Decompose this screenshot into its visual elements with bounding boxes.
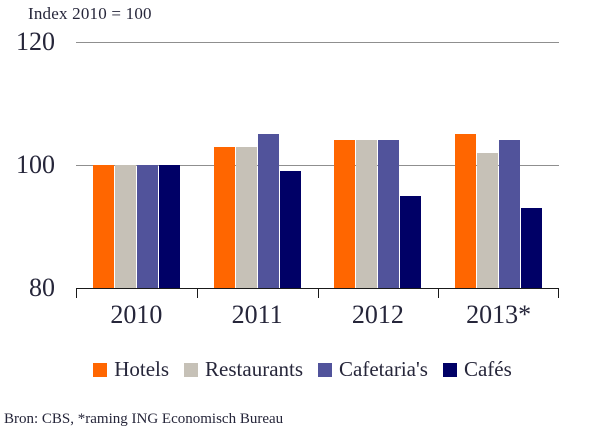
x-tick-label-2013*: 2013*: [466, 300, 532, 329]
legend-swatch-icon: [442, 362, 457, 377]
x-axis-tick: [317, 289, 319, 298]
x-tick-label-2011: 2011: [231, 300, 283, 329]
legend-label: Cafés: [463, 357, 512, 381]
legend-item-Cafés: Cafés: [442, 357, 512, 382]
bar-group-2012: [318, 42, 439, 288]
legend-swatch-icon: [318, 362, 333, 377]
bar-Hotels-2010: [92, 165, 114, 288]
bar-Restaurants-2013*: [477, 152, 499, 288]
y-tick-label-100: 100: [16, 150, 55, 179]
bar-Cafetaria's-2012: [378, 140, 400, 288]
legend: Hotels Restaurants Cafetaria's Cafés: [0, 357, 605, 382]
bar-Hotels-2011: [213, 146, 235, 288]
legend-item-Cafetaria's: Cafetaria's: [318, 357, 428, 382]
x-tick-label-2012: 2012: [351, 300, 404, 329]
bar-Cafés-2011: [279, 171, 301, 288]
y-axis-labels: 120 100 80: [0, 0, 55, 340]
bar-group-2010: [76, 42, 197, 288]
bar-Cafetaria's-2013*: [499, 140, 521, 288]
legend-swatch-icon: [93, 362, 108, 377]
x-axis-tick: [196, 289, 198, 298]
bar-Cafés-2010: [158, 165, 180, 288]
bar-group-2011: [197, 42, 318, 288]
legend-label: Restaurants: [205, 357, 304, 381]
legend-item-Hotels: Hotels: [93, 357, 169, 382]
legend-swatch-icon: [184, 362, 199, 377]
y-tick-label-80: 80: [29, 273, 55, 302]
bar-Hotels-2013*: [455, 134, 477, 288]
legend-label: Cafetaria's: [339, 357, 428, 381]
gridline-100: [76, 165, 559, 166]
x-axis-tick: [438, 289, 440, 298]
y-tick-label-120: 120: [16, 27, 55, 56]
source-note: Bron: CBS, *raming ING Economisch Bureau: [4, 411, 284, 427]
plot-area: [76, 42, 559, 298]
bar-groups: [76, 42, 559, 288]
bar-Restaurants-2012: [356, 140, 378, 288]
bar-Restaurants-2011: [235, 146, 257, 288]
x-tick-label-2010: 2010: [110, 300, 163, 329]
chart-title: Index 2010 = 100: [28, 4, 152, 23]
bar-Cafetaria's-2010: [136, 165, 158, 288]
x-axis-labels: 2010 2011 2012 2013*: [76, 300, 559, 330]
bar-Hotels-2012: [334, 140, 356, 288]
bar-Cafés-2013*: [521, 208, 543, 288]
bar-Cafetaria's-2011: [257, 134, 279, 288]
legend-item-Restaurants: Restaurants: [184, 357, 303, 382]
bar-Cafés-2012: [400, 195, 422, 288]
bar-group-2013*: [438, 42, 559, 288]
x-axis-tick: [558, 289, 559, 298]
legend-label: Hotels: [114, 357, 170, 381]
bar-Restaurants-2010: [114, 165, 136, 288]
x-axis-tick: [76, 289, 77, 298]
gridline-120: [76, 42, 559, 43]
